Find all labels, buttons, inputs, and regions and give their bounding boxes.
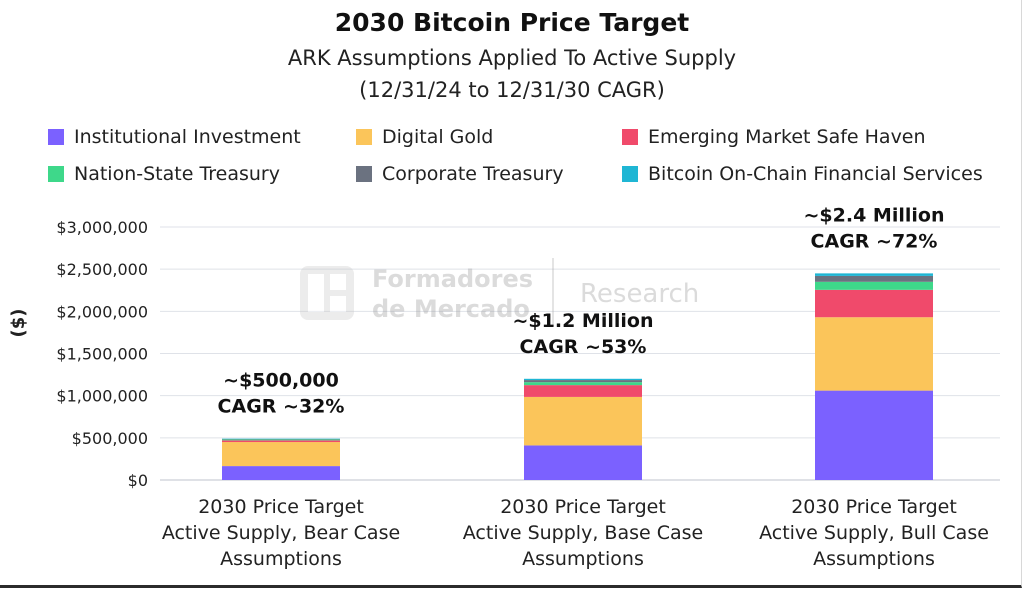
legend-label: Emerging Market Safe Haven bbox=[648, 126, 926, 148]
y-tick-label: $2,000,000 bbox=[56, 302, 148, 321]
watermark-brand-line1: Formadores bbox=[372, 265, 533, 293]
y-tick-label: $3,000,000 bbox=[56, 218, 148, 237]
legend-swatch bbox=[622, 166, 638, 182]
x-axis-labels: 2030 Price Target Active Supply, Bear Cas… bbox=[162, 496, 989, 570]
bar-total-label: ~$2.4 Million bbox=[804, 204, 945, 226]
legend-swatch bbox=[356, 166, 372, 182]
y-tick-label: $1,500,000 bbox=[56, 345, 148, 364]
legend-swatch bbox=[356, 129, 372, 145]
chart-title: 2030 Bitcoin Price Target bbox=[334, 8, 690, 37]
y-tick-label: $500,000 bbox=[72, 429, 148, 448]
x-tick-label: 2030 Price Target bbox=[198, 496, 364, 518]
legend-item-nation-state-treasury: Nation-State Treasury bbox=[48, 163, 280, 185]
legend-swatch bbox=[622, 129, 638, 145]
x-tick-label: 2030 Price Target bbox=[500, 496, 666, 518]
bar-segment-digital-gold bbox=[815, 317, 933, 391]
x-tick-label: 2030 Price Target bbox=[791, 496, 957, 518]
bar-segment-digital-gold bbox=[222, 442, 340, 467]
x-tick-label: Active Supply, Bear Case bbox=[162, 522, 400, 544]
x-tick-label: Active Supply, Base Case bbox=[463, 522, 703, 544]
x-tick-label: Active Supply, Bull Case bbox=[759, 522, 989, 544]
watermark-logo-icon bbox=[300, 266, 354, 320]
bar-segment-nation-state-treasury bbox=[524, 382, 642, 386]
x-tick-label: Assumptions bbox=[522, 548, 644, 570]
y-tick-label: $0 bbox=[128, 471, 148, 490]
legend-item-digital-gold: Digital Gold bbox=[356, 126, 493, 148]
legend-item-corporate-treasury: Corporate Treasury bbox=[356, 163, 564, 185]
bar-segment-institutional-investment bbox=[222, 466, 340, 480]
legend-item-bitcoin-on-chain-financial-services: Bitcoin On-Chain Financial Services bbox=[622, 163, 983, 185]
bar-cagr-label: CAGR ~53% bbox=[520, 336, 647, 358]
bar-segment-bitcoin-on-chain-financial-services bbox=[524, 378, 642, 381]
legend-label: Bitcoin On-Chain Financial Services bbox=[648, 163, 983, 185]
chart-subtitle-line1: ARK Assumptions Applied To Active Supply bbox=[287, 46, 737, 70]
bar-annotations: ~$500,000 CAGR ~32% ~$1.2 Million CAGR ~53%… bbox=[218, 204, 945, 417]
bar-segment-digital-gold bbox=[524, 396, 642, 446]
chart-subtitle-line2: (12/31/24 to 12/31/30 CAGR) bbox=[359, 78, 665, 102]
y-tick-label: $2,500,000 bbox=[56, 260, 148, 279]
x-tick-label: Assumptions bbox=[220, 548, 342, 570]
bar-segment-emerging-market-safe-haven bbox=[222, 440, 340, 443]
bar-total-label: ~$500,000 bbox=[223, 370, 339, 392]
y-axis-label: ($) bbox=[8, 309, 29, 338]
bar-segment-bitcoin-on-chain-financial-services bbox=[815, 273, 933, 276]
bar-segment-emerging-market-safe-haven bbox=[524, 385, 642, 397]
bar-segment-corporate-treasury bbox=[524, 380, 642, 383]
legend-item-institutional-investment: Institutional Investment bbox=[48, 126, 301, 148]
legend-swatch bbox=[48, 129, 64, 145]
watermark-brand-line2: de Mercado bbox=[372, 295, 530, 323]
legend-label: Nation-State Treasury bbox=[74, 163, 280, 185]
y-tick-label: $1,000,000 bbox=[56, 387, 148, 406]
watermark: Formadores de Mercado Research bbox=[300, 258, 699, 326]
bar-segment-nation-state-treasury bbox=[222, 439, 340, 441]
x-tick-label: Assumptions bbox=[813, 548, 935, 570]
legend-swatch bbox=[48, 166, 64, 182]
legend-label: Digital Gold bbox=[382, 126, 494, 148]
bar-cagr-label: CAGR ~72% bbox=[811, 230, 938, 252]
bar-stacks bbox=[222, 273, 933, 480]
legend-label: Corporate Treasury bbox=[382, 163, 564, 185]
bar-segment-institutional-investment bbox=[815, 390, 933, 480]
y-axis-ticks: $0 $500,000 $1,000,000 $1,500,000 $2,000,000… bbox=[56, 218, 148, 490]
watermark-section: Research bbox=[580, 279, 699, 309]
bar-segment-corporate-treasury bbox=[815, 275, 933, 282]
legend-label: Institutional Investment bbox=[74, 126, 301, 148]
bar-segment-institutional-investment bbox=[524, 445, 642, 480]
bar-segment-emerging-market-safe-haven bbox=[815, 289, 933, 318]
bar-total-label: ~$1.2 Million bbox=[513, 310, 654, 332]
legend-item-emerging-market-safe-haven: Emerging Market Safe Haven bbox=[622, 126, 926, 148]
bar-cagr-label: CAGR ~32% bbox=[218, 396, 345, 418]
bar-segment-nation-state-treasury bbox=[815, 281, 933, 290]
